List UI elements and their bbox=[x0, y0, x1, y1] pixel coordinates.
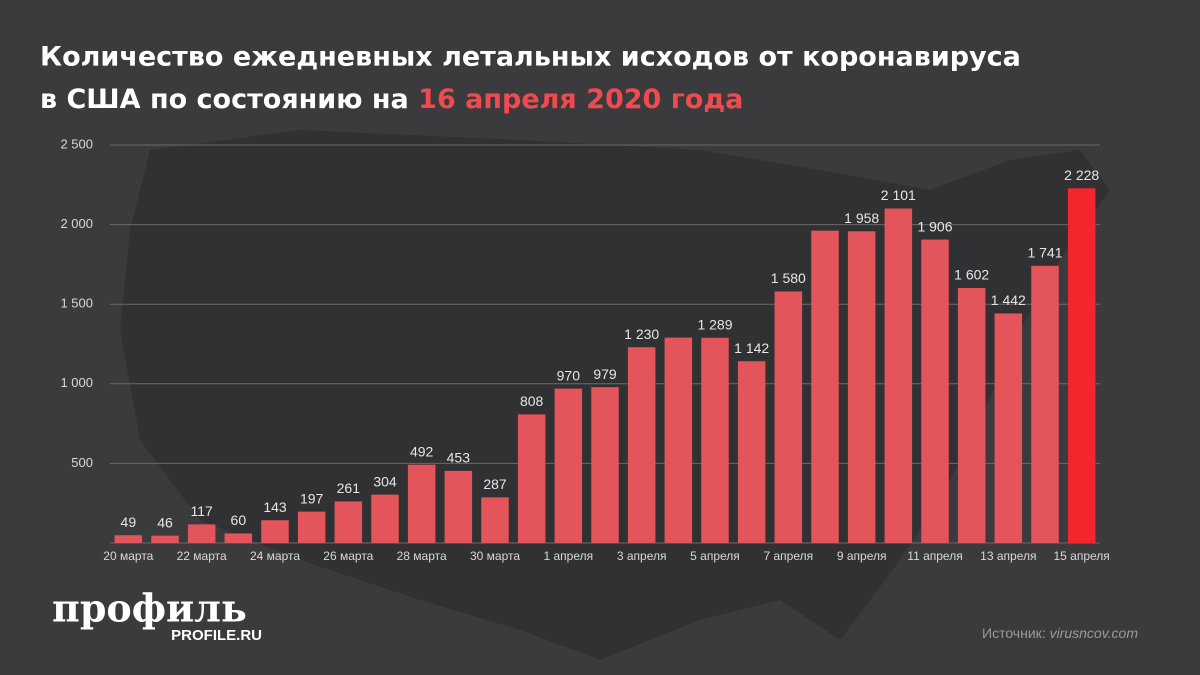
bar bbox=[591, 387, 619, 543]
bar bbox=[114, 535, 143, 543]
value-label: 1 906 bbox=[917, 218, 952, 234]
value-label: 46 bbox=[157, 514, 173, 530]
bar bbox=[261, 520, 289, 543]
bar bbox=[1031, 265, 1059, 543]
title-line1: Количество ежедневных летальных исходов … bbox=[40, 42, 1021, 73]
bar bbox=[701, 337, 729, 543]
bar bbox=[444, 470, 473, 543]
value-label: 49 bbox=[121, 514, 137, 530]
value-label: 261 bbox=[337, 480, 361, 496]
y-tick-label: 2 000 bbox=[60, 216, 93, 231]
x-tick-label: 24 марта bbox=[250, 549, 300, 563]
y-tick-label: 2 500 bbox=[60, 136, 93, 151]
value-label: 1 230 bbox=[624, 326, 659, 342]
title-line2: в США по состоянию на 16 апреля 2020 год… bbox=[40, 84, 743, 115]
x-tick-label: 7 апреля bbox=[764, 549, 814, 563]
value-label: 1 142 bbox=[734, 340, 769, 356]
bar bbox=[187, 524, 216, 543]
x-tick-label: 20 марта bbox=[103, 549, 153, 563]
x-tick-label: 9 апреля bbox=[837, 549, 887, 563]
x-tick-label: 13 апреля bbox=[980, 549, 1036, 563]
bar bbox=[884, 208, 913, 543]
value-label: 1 602 bbox=[954, 267, 989, 283]
value-label: 304 bbox=[373, 473, 397, 489]
y-tick-label: 1 000 bbox=[60, 375, 93, 390]
x-tick-label: 5 апреля bbox=[690, 549, 740, 563]
x-tick-label: 30 марта bbox=[470, 549, 520, 563]
brand-name: профиль bbox=[52, 586, 247, 631]
x-tick-label: 1 апреля bbox=[544, 549, 594, 563]
value-label: 1 289 bbox=[697, 316, 732, 332]
value-label: 2 101 bbox=[881, 187, 916, 203]
value-label: 808 bbox=[520, 393, 544, 409]
value-label: 1 958 bbox=[844, 210, 879, 226]
value-label: 979 bbox=[593, 366, 617, 382]
bar bbox=[811, 230, 839, 543]
bar bbox=[847, 231, 876, 543]
value-label: 453 bbox=[447, 450, 471, 466]
value-label: 197 bbox=[300, 490, 324, 506]
value-label: 1 580 bbox=[771, 270, 806, 286]
bar bbox=[921, 239, 949, 543]
bar bbox=[407, 464, 436, 543]
value-label: 1 442 bbox=[991, 292, 1026, 308]
x-tick-label: 26 марта bbox=[323, 549, 373, 563]
bar bbox=[737, 361, 766, 543]
bar bbox=[224, 533, 253, 543]
x-tick-label: 28 марта bbox=[397, 549, 447, 563]
value-label: 492 bbox=[410, 443, 434, 459]
bar bbox=[371, 494, 399, 543]
x-tick-label: 11 апреля bbox=[907, 549, 962, 563]
value-label: 143 bbox=[263, 499, 287, 515]
value-label: 117 bbox=[191, 503, 214, 519]
value-label: 1 741 bbox=[1027, 245, 1062, 261]
bar bbox=[627, 347, 656, 543]
bar bbox=[297, 511, 326, 543]
x-tick-label: 15 апреля bbox=[1054, 549, 1110, 563]
bar bbox=[517, 414, 546, 543]
y-tick-label: 500 bbox=[71, 455, 93, 470]
x-tick-label: 22 марта bbox=[177, 549, 227, 563]
bar bbox=[334, 501, 363, 543]
brand-site: PROFILE.RU bbox=[171, 627, 262, 644]
bar bbox=[957, 287, 986, 543]
bar bbox=[554, 388, 583, 543]
value-label: 2 228 bbox=[1064, 167, 1099, 183]
y-tick-label: 1 500 bbox=[60, 296, 93, 311]
bar bbox=[481, 497, 509, 543]
bar bbox=[994, 313, 1023, 543]
value-label: 287 bbox=[483, 476, 507, 492]
value-label: 60 bbox=[231, 512, 247, 528]
bar bbox=[664, 337, 693, 543]
source: Источник: virusncov.com bbox=[982, 625, 1138, 641]
bar bbox=[774, 291, 803, 543]
value-label: 970 bbox=[557, 367, 581, 383]
x-tick-label: 3 апреля bbox=[617, 549, 667, 563]
bar bbox=[151, 535, 179, 543]
bar bbox=[1067, 188, 1096, 543]
